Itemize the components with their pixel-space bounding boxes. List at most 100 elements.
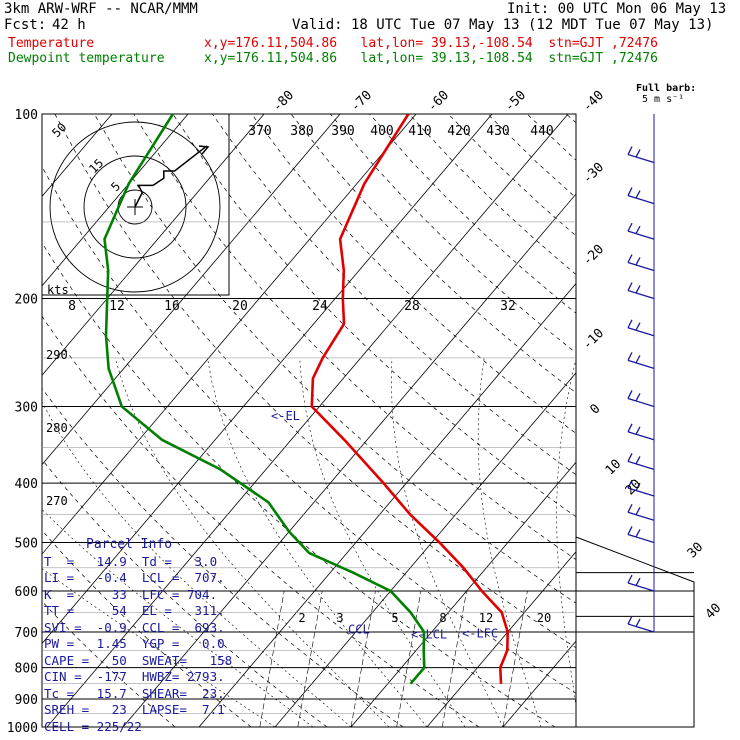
wind-barb-flag — [627, 503, 633, 513]
temperature-top-label: -50 — [502, 88, 529, 115]
isotherm-line — [46, 114, 569, 727]
temperature-right-label: 20 — [623, 477, 645, 499]
pressure-tick-label: 500 — [15, 536, 38, 551]
wind-barb-flag — [627, 352, 633, 361]
wind-barb-flag — [627, 453, 633, 462]
dry-adiabat-line — [645, 114, 740, 727]
isotherm-line — [42, 114, 189, 287]
pressure-tick-label: 300 — [15, 400, 38, 415]
temperature-right-label: -30 — [580, 160, 607, 187]
hodograph-ring — [49, 121, 221, 293]
wind-barb — [627, 261, 655, 272]
el-marker: <-EL — [271, 409, 300, 423]
wind-barb — [627, 289, 655, 300]
pressure-tick-label: 800 — [15, 662, 38, 677]
wind-barb-flag — [635, 393, 641, 402]
parcel-info-panel: Parcel Info T = 14.9 Td = 3.0 LI = -0.4 L… — [44, 537, 234, 734]
moist-adiabat-line — [42, 401, 352, 727]
wind-barb — [627, 623, 655, 633]
wind-barb — [627, 194, 655, 205]
parcel-info-rows: T = 14.9 Td = 3.0 LI = -0.4 LCL = 707. K =… — [44, 554, 234, 736]
hodograph-trace — [134, 145, 208, 208]
speed-label: 24 — [312, 299, 328, 314]
wind-barb-flag — [627, 254, 633, 263]
moist-adiabat-line — [477, 357, 542, 727]
moist-adiabat-line — [556, 357, 576, 708]
forecast-hour: 42 h — [52, 17, 86, 33]
isotherm-line — [731, 114, 740, 727]
wind-barb-flag — [635, 285, 641, 294]
wind-barb — [627, 431, 655, 441]
temperature-top-label: -80 — [270, 88, 297, 115]
wind-barb-flag — [627, 526, 633, 535]
mixing-ratio-line — [502, 590, 528, 727]
valid-time: Valid: 18 UTC Tue 07 May 13 (12 MDT Tue … — [292, 17, 714, 33]
mixing-ratio-label: 5 — [391, 611, 398, 625]
parcel-info-row: PW = 1.45 YGP = 0.0 — [44, 636, 225, 651]
wind-barb-flag — [635, 190, 641, 199]
lfc-marker: <-LFC — [462, 627, 498, 641]
moist-adiabat-line — [390, 357, 504, 727]
pressure-tick-label: 400 — [15, 477, 38, 492]
wind-barb — [627, 327, 655, 337]
mixing-ratio-label: 8 — [439, 611, 446, 625]
wind-barb-flag — [627, 146, 633, 155]
mixing-ratio-label: 20 — [537, 611, 551, 625]
temperature-top-label: -60 — [425, 88, 452, 115]
moist-adiabat-line — [207, 357, 428, 727]
isotherm-line — [502, 640, 576, 727]
pressure-tick-label: 700 — [15, 626, 38, 641]
wind-barb-flag — [635, 322, 641, 331]
temperature-right-label: 0 — [587, 401, 603, 417]
temperature-top-label: -70 — [348, 88, 375, 115]
speed-label: 16 — [164, 299, 180, 314]
wind-barb-flag — [627, 282, 633, 291]
lcl-marker: <-LCL — [411, 628, 447, 642]
wind-barbs — [627, 114, 655, 633]
theta-label: 390 — [331, 124, 354, 139]
temperature-location: x,y=176.11,504.86 lat,lon= 39.13,-108.54… — [204, 36, 658, 51]
theta-label: 430 — [486, 124, 509, 139]
wind-barb — [627, 511, 655, 521]
parcel-info-row: T = 14.9 Td = 3.0 — [44, 553, 218, 569]
hodograph-arrow-icon — [198, 145, 210, 155]
speed-label: 32 — [500, 299, 516, 314]
wind-barb-flag — [635, 426, 641, 435]
wind-barb-flag — [627, 574, 633, 584]
wind-barb-flag — [635, 506, 641, 516]
dry-adiabat-line — [606, 114, 740, 727]
wind-barb — [627, 359, 655, 369]
moist-adiabat-line — [114, 357, 390, 727]
isotherm-line — [350, 461, 576, 727]
parcel-info-row: LI = -0.4 LCL = 707. — [44, 570, 225, 585]
theta-label: 440 — [530, 124, 553, 139]
isotherm-line — [42, 114, 341, 466]
wind-barb-flag — [635, 257, 641, 266]
wind-barb — [627, 533, 655, 544]
mixing-ratio-line — [259, 590, 285, 727]
mixing-ratio-line — [396, 590, 422, 727]
wind-barb-flag — [635, 456, 641, 465]
wind-barb-flag — [627, 615, 633, 625]
parcel-info-row: K = 33 LFC = 704. — [44, 586, 218, 602]
wind-barb-flag — [627, 319, 633, 329]
mixing-ratio-label: 12 — [479, 611, 493, 625]
full-barb-label: Full barb: — [636, 83, 697, 94]
dewpoint-legend: Dewpoint temperature — [8, 51, 165, 66]
wind-barb — [627, 460, 655, 471]
wind-barb-flag — [627, 222, 633, 232]
wind-barb-flag — [635, 149, 641, 158]
dry-adiabat-line — [566, 114, 576, 124]
speed-label: 8 — [68, 299, 76, 314]
mixing-ratio-line — [441, 590, 467, 727]
temperature-top-label: -40 — [580, 88, 607, 115]
forecast-label: Fcst: — [4, 17, 47, 33]
parcel-info-title: Parcel Info — [86, 537, 173, 552]
parcel-info-row: CELL = 225/22 — [44, 718, 142, 734]
wind-barb — [627, 487, 655, 497]
temperature-right-label: -10 — [580, 326, 607, 353]
mixing-ratio-label: 2 — [298, 611, 305, 625]
wind-barb-flag — [635, 577, 641, 586]
